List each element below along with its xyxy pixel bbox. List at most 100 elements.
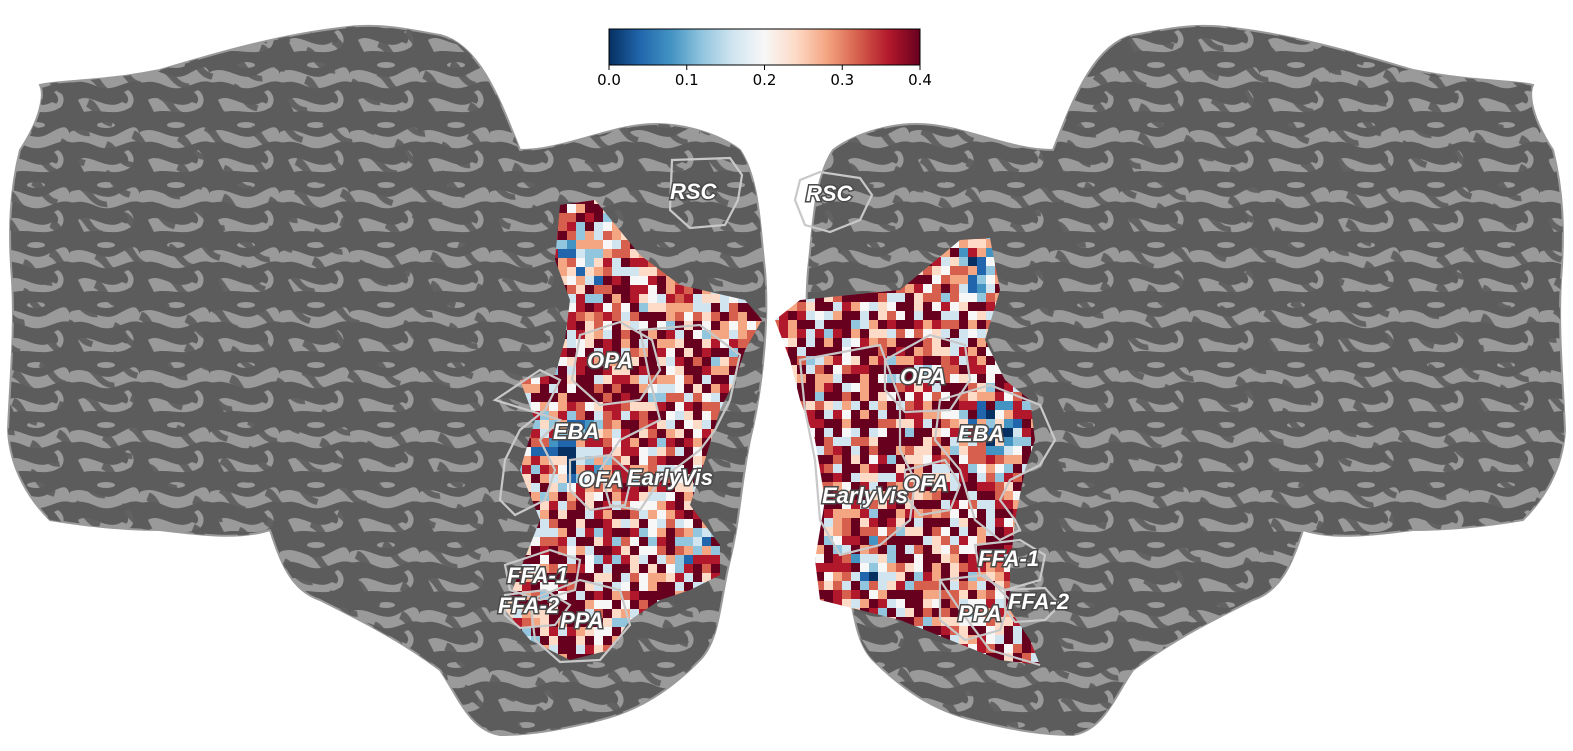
activation-voxel [540, 528, 550, 538]
activation-voxel [959, 437, 969, 447]
activation-voxel [720, 636, 730, 646]
activation-voxel [923, 590, 933, 600]
activation-voxel [824, 365, 834, 375]
activation-voxel [549, 564, 559, 574]
activation-voxel [842, 428, 852, 438]
activation-voxel [977, 545, 987, 555]
activation-voxel [797, 464, 807, 474]
activation-voxel [639, 375, 649, 385]
activation-voxel [756, 474, 762, 484]
activation-voxel [775, 608, 780, 618]
activation-voxel [711, 654, 721, 660]
activation-voxel [860, 293, 870, 303]
activation-voxel [567, 447, 577, 457]
activation-voxel [824, 446, 834, 456]
activation-voxel [959, 509, 969, 519]
activation-voxel [585, 474, 595, 484]
activation-voxel [603, 429, 613, 439]
activation-voxel [585, 636, 595, 646]
activation-voxel [693, 420, 703, 430]
activation-voxel [603, 546, 613, 556]
activation-voxel [806, 401, 816, 411]
activation-voxel [765, 375, 775, 385]
activation-voxel [747, 501, 757, 511]
activation-voxel [851, 446, 861, 456]
activation-voxel [986, 347, 996, 357]
activation-voxel [905, 419, 915, 429]
activation-voxel [959, 545, 969, 555]
activation-voxel [531, 546, 541, 556]
activation-voxel [621, 330, 631, 340]
activation-voxel [594, 438, 604, 448]
activation-voxel [756, 492, 762, 502]
activation-voxel [968, 473, 978, 483]
activation-voxel [675, 447, 685, 457]
activation-voxel [648, 438, 658, 448]
activation-voxel [878, 608, 888, 618]
activation-voxel [567, 654, 577, 660]
activation-voxel [977, 491, 987, 501]
activation-voxel [860, 554, 870, 564]
activation-voxel [675, 483, 685, 493]
activation-voxel [666, 312, 676, 322]
activation-voxel [941, 419, 951, 429]
activation-voxel [720, 645, 730, 655]
activation-voxel [779, 248, 789, 258]
activation-voxel [567, 339, 577, 349]
activation-voxel [576, 222, 586, 232]
activation-voxel [797, 554, 807, 564]
activation-voxel [666, 339, 676, 349]
activation-voxel [558, 393, 568, 403]
activation-voxel [702, 330, 712, 340]
activation-voxel [815, 581, 825, 591]
activation-voxel [959, 419, 969, 429]
activation-voxel [684, 537, 694, 547]
activation-voxel [986, 311, 996, 321]
activation-voxel [630, 591, 640, 601]
activation-voxel [648, 501, 658, 511]
activation-voxel [950, 554, 960, 564]
activation-voxel [765, 609, 775, 619]
activation-voxel [779, 320, 789, 330]
activation-voxel [824, 518, 834, 528]
activation-voxel [905, 356, 915, 366]
activation-voxel [630, 267, 640, 277]
activation-voxel [1013, 419, 1023, 429]
activation-voxel [594, 330, 604, 340]
activation-voxel [797, 482, 807, 492]
activation-voxel [531, 528, 541, 538]
activation-voxel [815, 635, 825, 645]
activation-voxel [824, 329, 834, 339]
activation-voxel [977, 626, 987, 636]
activation-voxel [932, 275, 942, 285]
activation-voxel [765, 510, 775, 520]
activation-voxel [860, 365, 870, 375]
activation-voxel [914, 383, 924, 393]
activation-voxel [806, 626, 816, 636]
activation-voxel [684, 357, 694, 367]
activation-voxel [594, 249, 604, 259]
activation-voxel [729, 600, 739, 610]
activation-voxel [968, 464, 978, 474]
activation-voxel [711, 330, 721, 340]
activation-voxel [612, 330, 622, 340]
activation-voxel [995, 473, 1005, 483]
activation-voxel [639, 420, 649, 430]
activation-voxel [531, 600, 541, 610]
activation-voxel [860, 563, 870, 573]
activation-voxel [779, 536, 789, 546]
activation-voxel [860, 662, 870, 665]
activation-voxel [860, 383, 870, 393]
activation-voxel [639, 429, 649, 439]
activation-voxel [594, 276, 604, 286]
activation-voxel [941, 365, 951, 375]
activation-voxel [923, 446, 933, 456]
activation-voxel [621, 573, 631, 583]
activation-voxel [594, 546, 604, 556]
activation-voxel [896, 491, 906, 501]
activation-voxel [986, 644, 996, 654]
activation-voxel [959, 599, 969, 609]
activation-voxel [648, 402, 658, 412]
activation-voxel [711, 348, 721, 358]
activation-voxel [842, 599, 852, 609]
